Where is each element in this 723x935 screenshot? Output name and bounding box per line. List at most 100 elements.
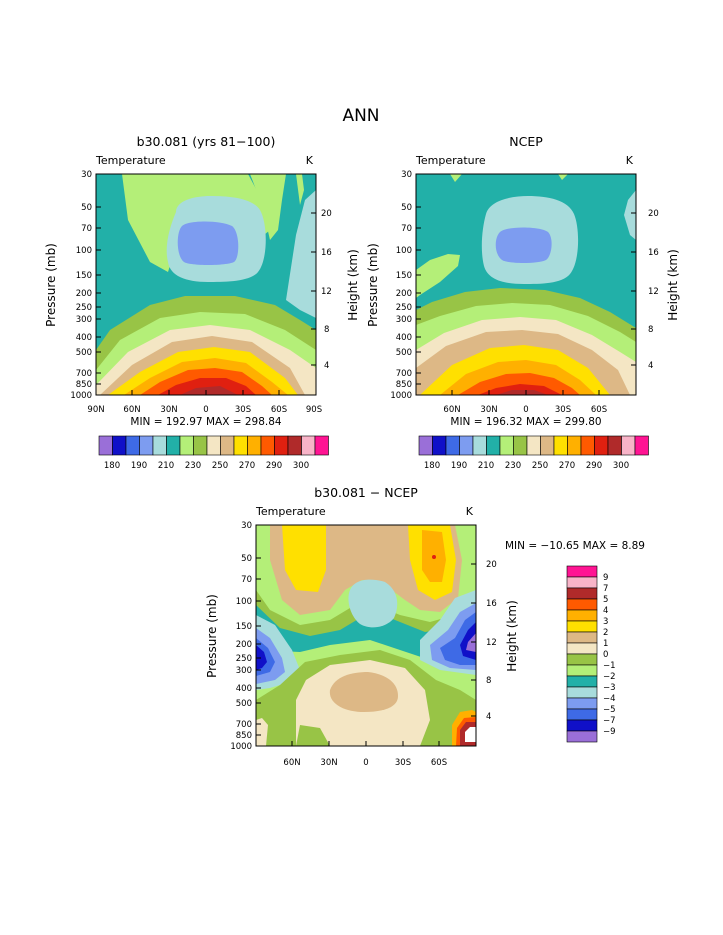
- contour-field: [96, 174, 316, 395]
- legend-label: −3: [603, 683, 616, 693]
- tick-label: 400: [396, 333, 412, 343]
- pressure-tick-labels: 30 50 70 100 150 200 250 300 400 500 700…: [230, 521, 252, 752]
- tick-label: 500: [76, 348, 92, 358]
- colorbar-label: 270: [239, 461, 255, 471]
- contour-left-cold-4: [256, 645, 267, 670]
- x-tick-labels: 60N 30N 0 30S 60S: [443, 405, 607, 415]
- height-tick-labels: 20 16 12 8 4: [648, 209, 659, 371]
- legend-label: −2: [603, 672, 616, 682]
- colorbar-label: 230: [505, 461, 521, 471]
- legend-label: −7: [603, 716, 616, 726]
- tick-label: 30S: [235, 405, 251, 415]
- colorbar-label: 190: [131, 461, 147, 471]
- legend-label: 2: [603, 628, 608, 638]
- tick-label: 700: [236, 720, 252, 730]
- tick-label: 70: [401, 224, 412, 234]
- contour-band-9: [180, 386, 238, 395]
- colorbar-box: [553, 435, 568, 456]
- contour-band-8: [158, 378, 256, 395]
- colorbar-label: 210: [478, 461, 494, 471]
- legend-box: [566, 697, 598, 710]
- colorbar-label: 210: [158, 461, 174, 471]
- tick-label: 150: [396, 271, 412, 281]
- legend-label: 9: [603, 573, 608, 583]
- variable-label: Temperature: [255, 505, 326, 518]
- x-tick-labels: 90N 60N 30N 0 30S 60S 90S: [87, 405, 322, 415]
- contour-field: [416, 174, 636, 395]
- legend-box: [566, 719, 598, 732]
- tick-label: 30: [81, 170, 92, 180]
- colorbar-box: [179, 435, 194, 456]
- tick-label: 1000: [230, 742, 252, 752]
- tick-label: 300: [236, 666, 252, 676]
- legend-box: [566, 664, 598, 677]
- legend-label: −1: [603, 661, 616, 671]
- contour-coldest: [177, 221, 239, 265]
- colorbar-box: [152, 435, 167, 456]
- colorbar-box: [607, 435, 622, 456]
- tick-label: 200: [236, 640, 252, 650]
- y2-axis-title: Height (km): [346, 249, 360, 320]
- tick-label: 100: [236, 597, 252, 607]
- colorbar-labels: 180 190 210 230 250 270 290 300: [104, 461, 309, 471]
- tick-label: 1000: [390, 391, 412, 401]
- colorbar-box: [567, 435, 582, 456]
- contour-right-cold: [286, 190, 316, 318]
- tick-label: 60N: [443, 405, 460, 415]
- tick-label: 0: [363, 758, 368, 768]
- colorbar-box: [594, 435, 609, 456]
- legend-box: [566, 708, 598, 721]
- colorbar-box: [220, 435, 235, 456]
- tick-label: 0: [523, 405, 528, 415]
- pressure-tick-labels: 30 50 70 100 150 200 250 300 400 500 700…: [70, 170, 92, 401]
- min-max-text: MIN = −10.65 MAX = 8.89: [505, 540, 645, 552]
- colorbar: [98, 435, 329, 456]
- colorbar-box: [472, 435, 487, 456]
- colorbar-box: [247, 435, 262, 456]
- legend-box: [566, 587, 598, 600]
- tick-label: 12: [648, 287, 659, 297]
- contour-mid-cold: [348, 579, 398, 628]
- contour-band-9: [496, 390, 548, 395]
- legend-box: [566, 576, 598, 589]
- tick-label: 30N: [320, 758, 337, 768]
- y-axis-title: Pressure (mb): [205, 594, 219, 678]
- legend-box: [566, 609, 598, 622]
- tick-label: 12: [321, 287, 332, 297]
- tick-label: 12: [486, 638, 497, 648]
- colorbar-box: [166, 435, 181, 456]
- legend-label: −9: [603, 727, 616, 737]
- colorbar-box: [418, 435, 433, 456]
- tick-label: 850: [76, 380, 92, 390]
- colorbar-box: [260, 435, 275, 456]
- tick-label: 20: [486, 560, 497, 570]
- contour-top-left-yellow: [282, 525, 326, 592]
- y-axis-title: Pressure (mb): [44, 243, 58, 327]
- tick-label: 500: [236, 699, 252, 709]
- legend-box: [566, 565, 598, 578]
- panel-ncep: NCEP Temperature K: [366, 134, 680, 471]
- tick-label: 8: [648, 325, 653, 335]
- colorbar-box: [634, 435, 649, 456]
- tick-label: 4: [486, 712, 491, 722]
- page-title: ANN: [342, 106, 379, 126]
- colorbar-box: [432, 435, 447, 456]
- min-max-text: MIN = 192.97 MAX = 298.84: [130, 416, 282, 428]
- colorbar-label: 290: [266, 461, 282, 471]
- panel-title: b30.081 (yrs 81−100): [137, 134, 276, 149]
- colorbar: [418, 435, 649, 456]
- legend-box: [566, 642, 598, 655]
- colorbar-box: [301, 435, 316, 456]
- tick-label: 60N: [123, 405, 140, 415]
- colorbar-box: [540, 435, 555, 456]
- legend-label: −5: [603, 705, 616, 715]
- tick-label: 60S: [591, 405, 607, 415]
- panel-model: b30.081 (yrs 81−100) Temperature K: [44, 134, 360, 471]
- pressure-ticks: [416, 173, 636, 395]
- colorbar-label: 180: [424, 461, 440, 471]
- contour-field: [256, 525, 476, 746]
- legend-box: [566, 675, 598, 688]
- contour-green-top-right2: [296, 174, 304, 205]
- colorbar-label: 300: [293, 461, 309, 471]
- tick-label: 300: [76, 315, 92, 325]
